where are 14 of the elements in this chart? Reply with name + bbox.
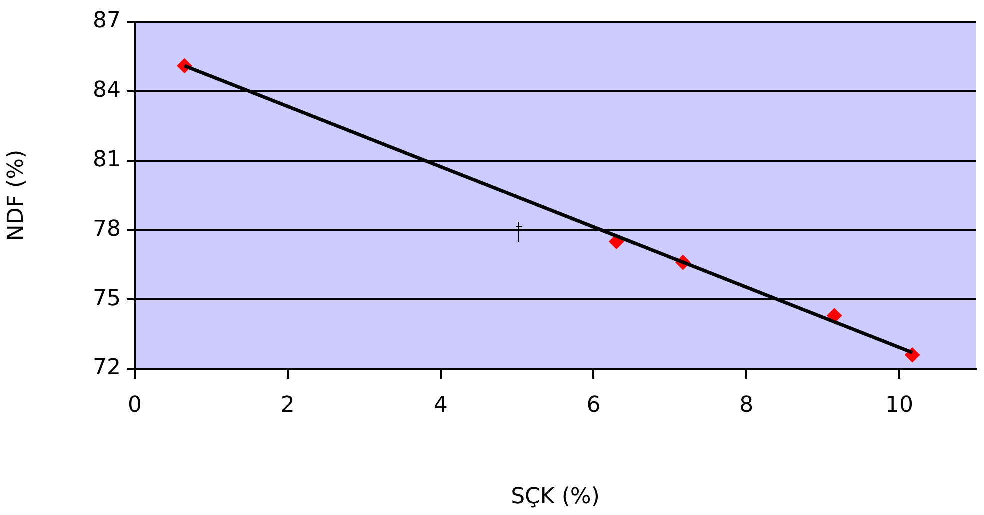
x-tick-label: 10 (886, 392, 914, 418)
y-axis-title: NDF (%) (4, 150, 29, 242)
x-tick-label: 0 (128, 392, 142, 418)
y-tick-label: 75 (93, 286, 121, 312)
y-tick-label: 81 (93, 148, 121, 173)
y-tick-label: 84 (93, 78, 121, 104)
y-tick-label: 72 (93, 356, 121, 381)
x-tick-label: 2 (280, 392, 295, 418)
y-tick-label: 78 (93, 216, 121, 242)
y-tick-label: 87 (93, 8, 121, 34)
x-tick-label: 6 (586, 392, 601, 418)
x-axis-title: SÇK (%) (511, 484, 600, 510)
x-tick-label: 8 (740, 392, 754, 418)
x-tick-label: 4 (434, 392, 448, 418)
